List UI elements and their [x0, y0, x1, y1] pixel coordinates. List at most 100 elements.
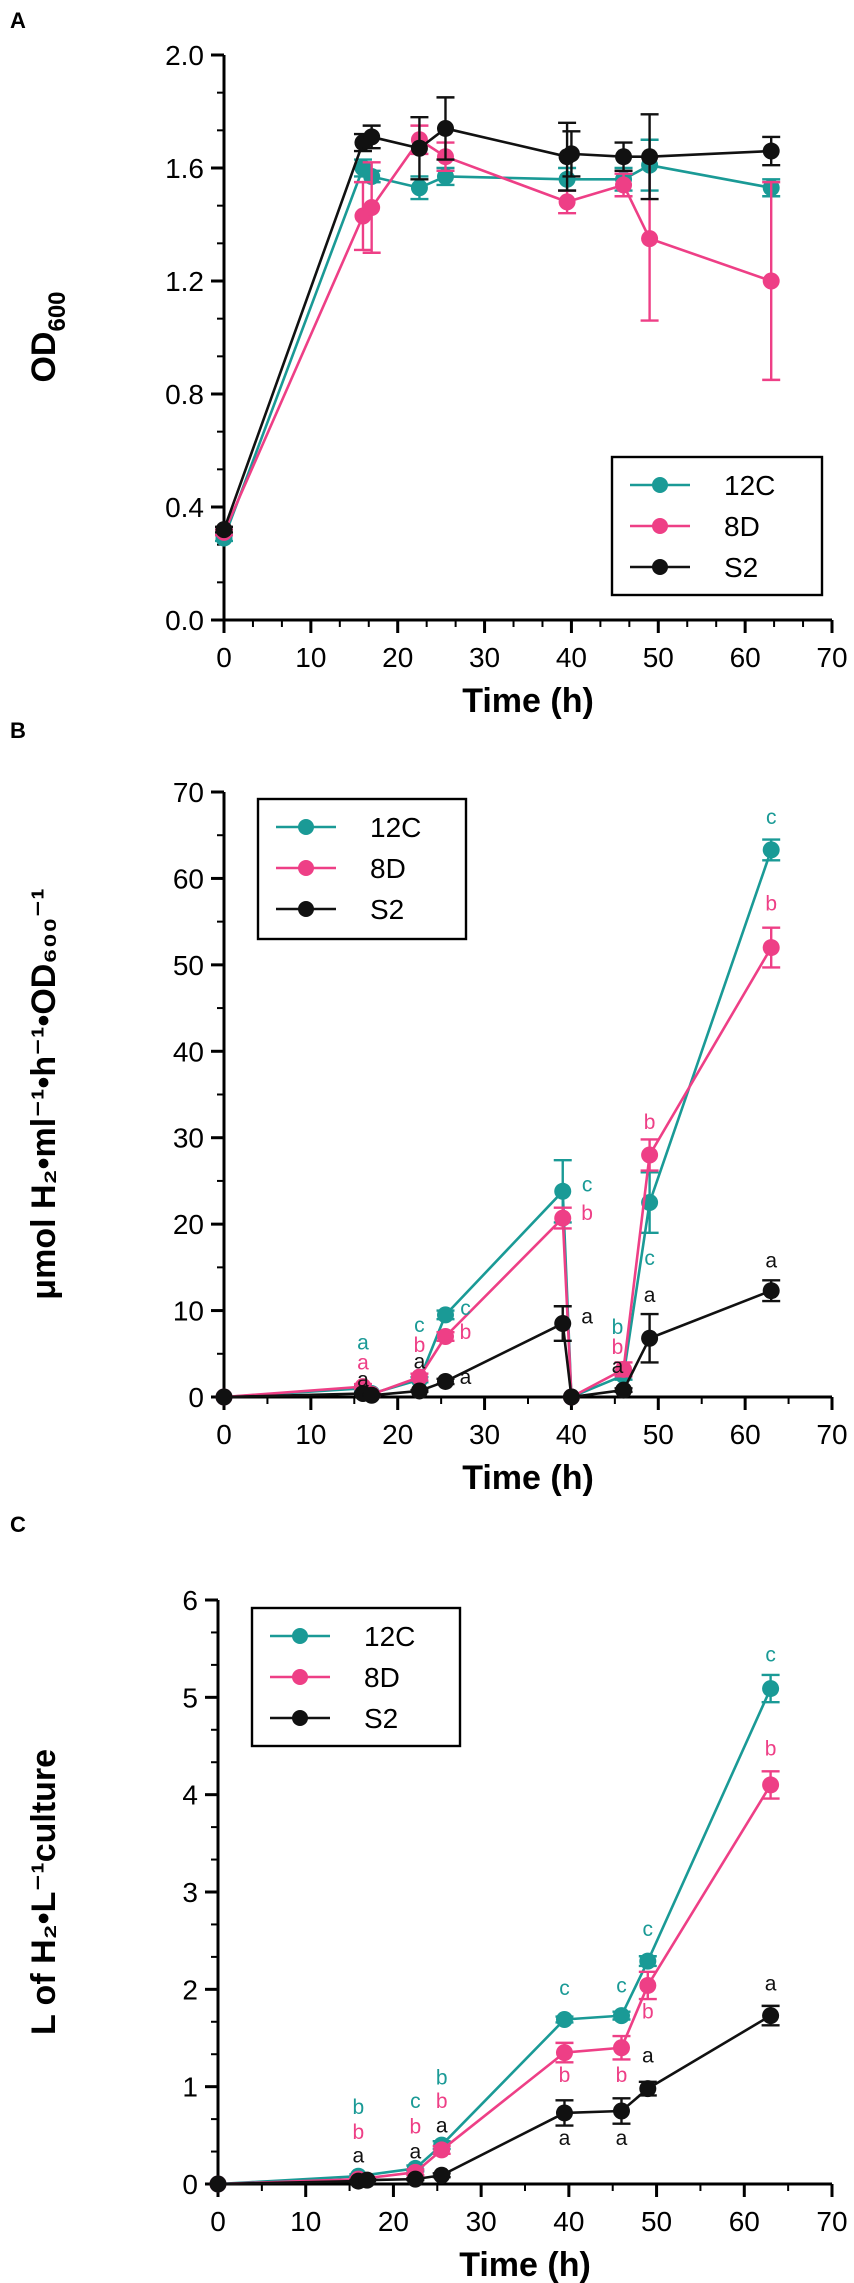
chart-b-y-tick-label: 0: [188, 1382, 204, 1413]
chart-b-series-8d-point: [762, 939, 780, 957]
chart-b-series-12c-point: [554, 1182, 572, 1200]
chart-c-significance-label: c: [559, 1977, 570, 2000]
chart-a-series-s2-point: [562, 145, 580, 163]
chart-c-x-tick-label: 70: [816, 2206, 847, 2237]
chart-a-x-tick-label: 20: [382, 642, 413, 673]
chart-a-x-tick-label: 60: [730, 642, 761, 673]
chart-b-significance-label: b: [644, 1111, 656, 1134]
chart-c-series-12c-point: [612, 2007, 630, 2025]
chart-c-x-tick-label: 40: [553, 2206, 584, 2237]
chart-b-x-tick-label: 70: [816, 1419, 847, 1450]
chart-c-x-axis-title: Time (h): [459, 2246, 591, 2283]
chart-a-y-tick-label: 0.8: [165, 379, 204, 410]
chart-c-series-s2-point: [358, 2171, 376, 2189]
chart-b-series-s2-point: [410, 1382, 428, 1400]
chart-c-significance-label: b: [559, 2064, 571, 2087]
chart-b-series-s2-point: [762, 1282, 780, 1300]
chart-b-y-tick-label: 40: [173, 1036, 204, 1067]
chart-a-legend-label-8d: 8D: [724, 511, 760, 542]
chart-a-series-8d-point: [558, 193, 576, 211]
chart-a-x-tick-label: 40: [556, 642, 587, 673]
chart-a-y-tick-label: 0.0: [165, 605, 204, 636]
chart-b-significance-label: c: [644, 1247, 655, 1270]
chart-c-significance-label: b: [352, 2096, 364, 2119]
chart-b-significance-label: a: [357, 1331, 369, 1354]
chart-b-series-s2-point: [363, 1386, 381, 1404]
chart-b-series-s2-point: [436, 1372, 454, 1390]
chart-b-significance-label: a: [460, 1366, 472, 1389]
chart-a-y-tick-label: 1.6: [165, 153, 204, 184]
chart-b-x-tick-label: 60: [730, 1419, 761, 1450]
chart-b-x-tick-label: 40: [556, 1419, 587, 1450]
chart-b-legend-label-12c: 12C: [370, 812, 421, 843]
chart-b-significance-label: b: [460, 1321, 472, 1344]
chart-c-significance-label: a: [765, 1972, 777, 1995]
chart-b-legend-label-8d: 8D: [370, 853, 406, 884]
chart-c-x-tick-label: 0: [210, 2206, 226, 2237]
chart-b-significance-label: a: [581, 1306, 593, 1329]
chart-c-x-tick-label: 20: [378, 2206, 409, 2237]
chart-a-series-12c-point: [410, 179, 428, 197]
chart-a-series-12c-point: [436, 167, 454, 185]
chart-c-legend-label-s2: S2: [364, 1703, 398, 1734]
chart-a-series-8d-point: [363, 199, 381, 217]
chart-c-series-s2-point: [433, 2166, 451, 2184]
chart-a-series-s2-point: [410, 139, 428, 157]
chart-c-significance-label: a: [410, 2141, 422, 2164]
chart-c-x-tick-label: 30: [466, 2206, 497, 2237]
chart-a-series-s2-point: [615, 148, 633, 166]
chart-c-h2-yield: 0 10 20 30 40 50 60 70 0 1 2 3 4 5 6 Time (h) L of H₂•L⁻…: [25, 1585, 848, 2283]
chart-c-significance-label: b: [436, 2090, 448, 2113]
chart-c-significance-label: c: [410, 2090, 421, 2113]
chart-b-y-tick-label: 70: [173, 777, 204, 808]
chart-c-series-8d-point: [639, 1976, 657, 1994]
chart-b-series-s2-point: [641, 1329, 659, 1347]
chart-c-series-s2-point: [406, 2170, 424, 2188]
chart-c-significance-label: c: [765, 1643, 776, 1666]
chart-c-y-tick-label: 1: [182, 2072, 198, 2103]
chart-b-x-tick-label: 20: [382, 1419, 413, 1450]
chart-c-series-s2-point: [639, 2080, 657, 2098]
chart-c-x-tick-label: 60: [729, 2206, 760, 2237]
chart-b-legend-marker-12c: [298, 819, 314, 835]
chart-b-significance-label: a: [765, 1249, 777, 1272]
chart-a-legend-marker-s2: [652, 559, 668, 575]
chart-a-x-tick-label: 70: [816, 642, 847, 673]
chart-a-x-tick-label: 0: [216, 642, 232, 673]
chart-a-series-8d-point: [615, 176, 633, 194]
chart-c-y-tick-label: 0: [182, 2169, 198, 2200]
chart-c-y-axis-title: L of H₂•L⁻¹culture: [25, 1749, 63, 2035]
chart-b-significance-label: b: [765, 892, 777, 915]
chart-a-series-8d-point: [762, 272, 780, 290]
chart-c-series-12c-point: [555, 2011, 573, 2029]
chart-c-legend-label-8d: 8D: [364, 1662, 400, 1693]
chart-a-y-tick-label: 2.0: [165, 40, 204, 71]
chart-b-significance-label: a: [644, 1284, 656, 1307]
chart-c-y-tick-label: 2: [182, 1974, 198, 2005]
chart-c-legend-marker-8d: [292, 1669, 308, 1685]
chart-c-significance-label: a: [436, 2114, 448, 2137]
chart-b-series-8d-point: [615, 1360, 633, 1378]
chart-b-series-8d-point: [641, 1146, 659, 1164]
chart-c-series-8d-point: [612, 2039, 630, 2057]
chart-c-legend-marker-s2: [292, 1710, 308, 1726]
chart-c-y-tick-label: 4: [182, 1780, 198, 1811]
chart-b-legend-marker-s2: [298, 901, 314, 917]
chart-c-series-s2-point: [209, 2175, 227, 2193]
chart-c-legend-marker-12c: [292, 1628, 308, 1644]
chart-c-series-s2-point: [555, 2104, 573, 2122]
chart-b-significance-label: b: [612, 1336, 624, 1359]
chart-c-significance-label: b: [765, 1738, 777, 1761]
panel-letter-a: A: [10, 8, 26, 33]
chart-b-legend-marker-8d: [298, 860, 314, 876]
chart-b-y-axis-title: μmol H₂•ml⁻¹•h⁻¹•OD₆₀₀⁻¹: [25, 888, 63, 1299]
chart-a-x-tick-label: 10: [295, 642, 326, 673]
chart-a-series-s2-point: [641, 148, 659, 166]
chart-c-series-8d-point: [762, 1776, 780, 1794]
chart-b-legend-label-s2: S2: [370, 894, 404, 925]
chart-c-legend-label-12c: 12C: [364, 1621, 415, 1652]
chart-a-series-s2-point: [762, 142, 780, 160]
chart-a-od600: 0 10 20 30 40 50 60 70 0.0 0.4 0.8 1.2 1.6 2.0 Time (h…: [25, 40, 848, 720]
chart-c-y-tick-label: 6: [182, 1585, 198, 1616]
